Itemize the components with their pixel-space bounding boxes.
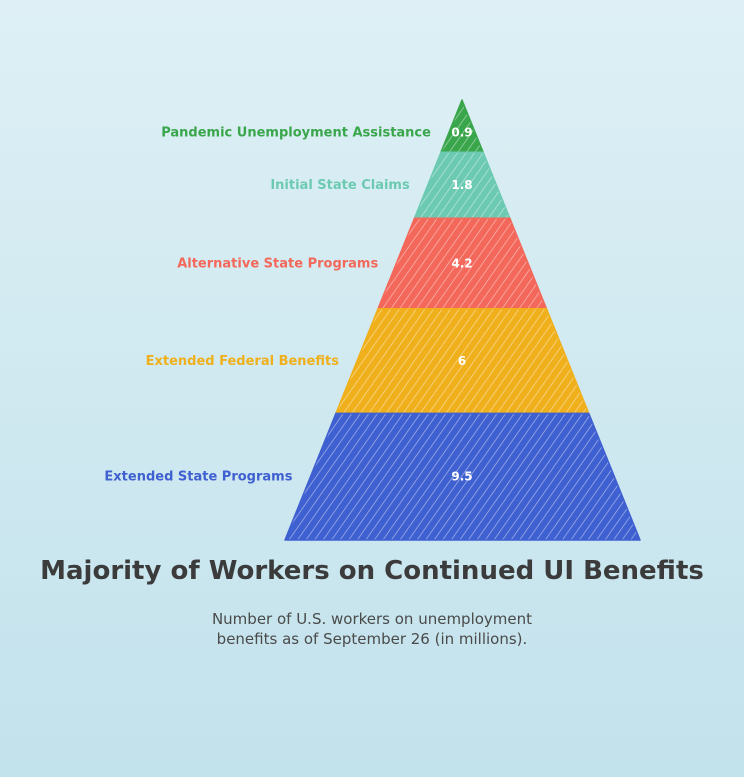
segment-hatch-3	[335, 308, 589, 414]
segment-value-1: 1.8	[451, 178, 472, 192]
segment-hatch-1	[414, 152, 510, 219]
segment-label-3: Extended Federal Benefits	[146, 354, 340, 369]
segment-3: Extended Federal Benefits 6	[146, 308, 590, 415]
title-block: Majority of Workers on Continued UI Bene…	[0, 555, 744, 649]
segment-hatch-2	[378, 218, 547, 309]
segment-label-1: Initial State Claims	[270, 178, 410, 193]
segment-hatch-0	[441, 100, 484, 153]
segment-hatch-4	[285, 413, 640, 540]
pyramid-chart: Pandemic Unemployment Assistance 0.9 Ini…	[104, 99, 641, 541]
chart-subtitle: Number of U.S. workers on unemployment b…	[211, 610, 533, 648]
segment-label-0: Pandemic Unemployment Assistance	[161, 125, 431, 140]
segment-label-4: Extended State Programs	[104, 470, 292, 485]
segment-value-0: 0.9	[451, 125, 472, 139]
segment-outline-4	[284, 412, 641, 541]
segment-0: Pandemic Unemployment Assistance 0.9	[161, 99, 484, 153]
segment-2: Alternative State Programs 4.2	[177, 217, 548, 310]
segment-value-3: 6	[458, 354, 466, 368]
segment-1: Initial State Claims 1.8	[270, 151, 511, 219]
segment-value-2: 4.2	[451, 257, 472, 271]
segment-value-4: 9.5	[451, 470, 472, 484]
chart-title: Majority of Workers on Continued UI Bene…	[40, 556, 704, 586]
segment-4: Extended State Programs 9.5	[104, 412, 641, 541]
segment-label-2: Alternative State Programs	[177, 257, 378, 272]
